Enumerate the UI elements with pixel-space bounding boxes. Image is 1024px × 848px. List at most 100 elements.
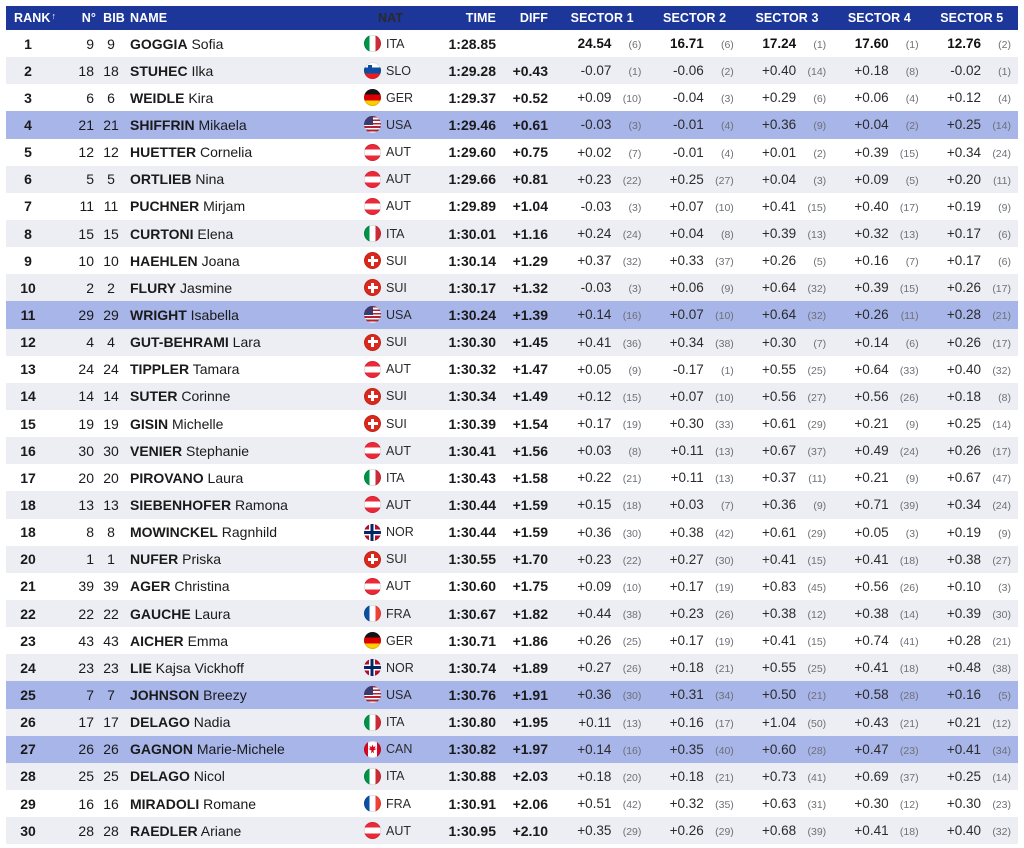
result-row[interactable]: 25 7 7 JOHNSON Breezy USA 1:30.76 +1.91 … [6,681,1018,709]
column-header-sector4[interactable]: SECTOR 4 [847,11,911,25]
column-header-sector1[interactable]: SECTOR 1 [570,11,634,25]
sector-rank: (7) [813,337,827,350]
sector-value: +0.61 [762,524,797,540]
result-row[interactable]: 13 24 24 TIPPLER Tamara AUT 1:30.32 +1.4… [6,356,1018,383]
usa-flag-icon [364,116,381,134]
result-row[interactable]: 18 13 13 SIEBENHOFER Ramona AUT 1:30.44 … [6,491,1018,519]
sector2-cell: +0.11 (13) [648,470,740,485]
diff-cell: +1.58 [512,469,548,486]
column-header-sector2[interactable]: SECTOR 2 [663,11,727,25]
nation-code: SUI [386,335,407,350]
sector-value: +0.16 [669,714,704,730]
result-row[interactable]: 6 5 5 ORTLIEB Nina AUT 1:29.66 +0.81 +0.… [6,165,1018,193]
column-header-sector5[interactable]: SECTOR 5 [940,11,1004,25]
sector4-cell: +0.40 (17) [833,199,925,214]
result-row[interactable]: 8 15 15 CURTONI Elena ITA 1:30.01 +1.16 … [6,219,1018,248]
sector-rank: (1) [998,66,1011,79]
column-header-sector3[interactable]: SECTOR 3 [755,11,819,25]
athlete-last-name: JOHNSON [130,686,200,703]
result-row[interactable]: 27 26 26 GAGNON Marie-Michele CAN 1:30.8… [6,735,1018,763]
column-header-number[interactable]: N° [81,11,96,25]
athlete-name-cell: NUFER Priska [126,551,362,567]
bib-cell: 43 [103,632,119,649]
time-cell: 1:30.24 [448,306,496,323]
result-row[interactable]: 7 11 11 PUCHNER Mirjam AUT 1:29.89 +1.04… [6,193,1018,220]
nation-code: GER [386,90,414,105]
result-row[interactable]: 30 28 28 RAEDLER Ariane AUT 1:30.95 +2.1… [6,817,1018,845]
sector-rank: (21) [807,690,827,703]
result-row[interactable]: 4 21 21 SHIFFRIN Mikaela USA 1:29.46 +0.… [6,111,1018,139]
number-cell: 5 [86,171,94,188]
bib-cell: 21 [103,116,119,133]
result-row[interactable]: 11 29 29 WRIGHT Isabella USA 1:30.24 +1.… [6,301,1018,329]
sector-value: +0.05 [854,524,889,540]
result-row[interactable]: 22 22 22 GAUCHE Laura FRA 1:30.67 +1.82 … [6,599,1018,628]
result-row[interactable]: 21 39 39 AGER Christina AUT 1:30.60 +1.7… [6,573,1018,600]
nation-cell: SUI [362,387,436,405]
sector-value: -0.01 [673,144,704,160]
result-row[interactable]: 5 12 12 HUETTER Cornelia AUT 1:29.60 +0.… [6,139,1018,166]
result-row[interactable]: 12 4 4 GUT-BEHRAMI Lara SUI 1:30.30 +1.4… [6,328,1018,356]
sector-rank: (25) [807,663,827,676]
sector-value: +0.30 [762,334,797,350]
result-row[interactable]: 15 19 19 GISIN Michelle SUI 1:30.39 +1.5… [6,410,1018,437]
sector-rank: (29) [715,826,734,839]
result-row[interactable]: 18 8 8 MOWINCKEL Ragnhild NOR 1:30.44 +1… [6,519,1018,546]
sector1-cell: +0.09 (10) [556,579,648,594]
time-cell: 1:30.17 [448,279,496,296]
result-row[interactable]: 2 18 18 STUHEC Ilka SLO 1:29.28 +0.43 -0… [6,57,1018,85]
time-cell: 1:30.71 [448,632,496,649]
diff-cell: +2.10 [512,822,548,839]
sector5-cell: +0.26 (17) [926,443,1018,458]
nation-code: AUT [386,172,411,187]
sector-rank: (26) [899,581,919,594]
nation-cell: USA [362,306,436,324]
sector5-cell: +0.25 (14) [926,769,1018,784]
sector-value: +0.67 [946,470,981,486]
result-row[interactable]: 23 43 43 AICHER Emma GER 1:30.71 +1.86 +… [6,627,1018,654]
result-row[interactable]: 9 10 10 HAEHLEN Joana SUI 1:30.14 +1.29 … [6,247,1018,274]
result-row[interactable]: 10 2 2 FLURY Jasmine SUI 1:30.17 +1.32 -… [6,274,1018,302]
sector1-cell: +0.36 (30) [556,687,648,702]
sector-rank: (3) [628,283,642,296]
sector-rank: (13) [899,229,919,242]
result-row[interactable]: 26 17 17 DELAGO Nadia ITA 1:30.80 +1.95 … [6,708,1018,736]
number-cell: 21 [78,116,94,133]
result-row[interactable]: 14 14 14 SUTER Corinne SUI 1:30.34 +1.49… [6,382,1018,410]
sector3-cell: +0.01 (2) [741,145,833,160]
sector-value: +0.23 [669,606,704,622]
result-row[interactable]: 3 6 6 WEIDLE Kira GER 1:29.37 +0.52 +0.0… [6,84,1018,111]
result-row[interactable]: 24 23 23 LIE Kajsa Vickhoff NOR 1:30.74 … [6,654,1018,682]
nation-cell: NOR [362,659,436,677]
nation-cell: FRA [362,795,436,812]
sector-value: +0.19 [946,524,981,540]
nation-cell: AUT [362,360,436,378]
sector4-cell: +0.21 (9) [833,470,925,485]
column-header-name[interactable]: NAME [130,11,168,25]
result-row[interactable]: 16 30 30 VENIER Stephanie AUT 1:30.41 +1… [6,437,1018,465]
sector-value: -0.17 [673,361,704,377]
nation-code: FRA [386,796,411,811]
sector-rank: (14) [807,66,827,79]
sector-rank: (24) [622,229,642,242]
time-cell: 1:29.37 [448,89,496,106]
column-header-bib[interactable]: BIB [103,11,125,25]
result-row[interactable]: 29 16 16 MIRADOLI Romane FRA 1:30.91 +2.… [6,790,1018,817]
sector-value: +0.55 [762,361,797,377]
sector-value: +0.36 [577,524,612,540]
nation-code: SUI [386,280,407,295]
sector4-cell: +0.39 (15) [833,145,925,160]
sector3-cell: +0.30 (7) [741,335,833,350]
column-header-rank[interactable]: RANK↑ [6,11,56,25]
result-row[interactable]: 20 1 1 NUFER Priska SUI 1:30.55 +1.70 +0… [6,545,1018,573]
diff-cell: +1.54 [512,415,548,432]
number-cell: 8 [86,524,94,541]
column-header-nat[interactable]: NAT [378,11,404,25]
result-row[interactable]: 17 20 20 PIROVANO Laura ITA 1:30.43 +1.5… [6,464,1018,491]
sector5-cell: +0.26 (17) [926,280,1018,295]
rank-cell: 10 [20,279,36,296]
column-header-diff[interactable]: DIFF [519,11,548,25]
column-header-time[interactable]: TIME [465,11,496,25]
result-row[interactable]: 1 9 9 GOGGIA Sofia ITA 1:28.85 24.54 (6) … [6,30,1018,57]
result-row[interactable]: 28 25 25 DELAGO Nicol ITA 1:30.88 +2.03 … [6,762,1018,790]
